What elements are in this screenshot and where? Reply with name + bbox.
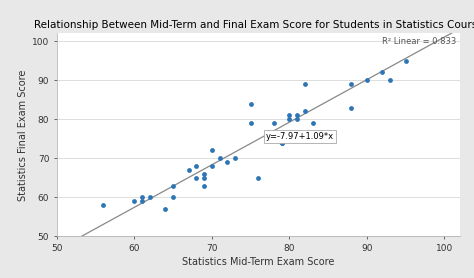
Point: [285, 113, 293, 118]
Point: [379, 70, 386, 75]
Point: [146, 195, 154, 200]
Point: [231, 156, 239, 160]
Point: [293, 113, 301, 118]
Point: [192, 164, 200, 168]
Title: Relationship Between Mid-Term and Final Exam Score for Students in Statistics Co: Relationship Between Mid-Term and Final …: [34, 20, 474, 30]
Point: [347, 105, 355, 110]
X-axis label: Statistics Mid-Term Exam Score: Statistics Mid-Term Exam Score: [182, 257, 335, 267]
Point: [278, 140, 285, 145]
Point: [138, 199, 146, 203]
Y-axis label: Statistics Final Exam Score: Statistics Final Exam Score: [18, 69, 28, 200]
Point: [162, 207, 169, 211]
Point: [169, 183, 177, 188]
Point: [208, 164, 216, 168]
Point: [285, 136, 293, 141]
Point: [138, 195, 146, 200]
Point: [363, 78, 371, 82]
Point: [270, 121, 278, 125]
Point: [301, 109, 309, 114]
Point: [192, 175, 200, 180]
Point: [100, 203, 107, 207]
Point: [285, 136, 293, 141]
Point: [201, 175, 208, 180]
Point: [208, 148, 216, 153]
Point: [224, 160, 231, 164]
Point: [278, 140, 285, 145]
Point: [255, 175, 262, 180]
Point: [247, 121, 255, 125]
Point: [386, 78, 394, 82]
Point: [301, 82, 309, 86]
Point: [247, 101, 255, 106]
Text: R² Linear = 0.833: R² Linear = 0.833: [382, 38, 456, 46]
Point: [309, 121, 316, 125]
Point: [285, 117, 293, 121]
Point: [216, 156, 223, 160]
Point: [347, 82, 355, 86]
Point: [402, 58, 410, 63]
Point: [201, 172, 208, 176]
Point: [169, 195, 177, 200]
Point: [201, 183, 208, 188]
Point: [293, 117, 301, 121]
Point: [185, 168, 192, 172]
Text: y=-7.97+1.09*x: y=-7.97+1.09*x: [266, 132, 334, 141]
Point: [130, 199, 138, 203]
